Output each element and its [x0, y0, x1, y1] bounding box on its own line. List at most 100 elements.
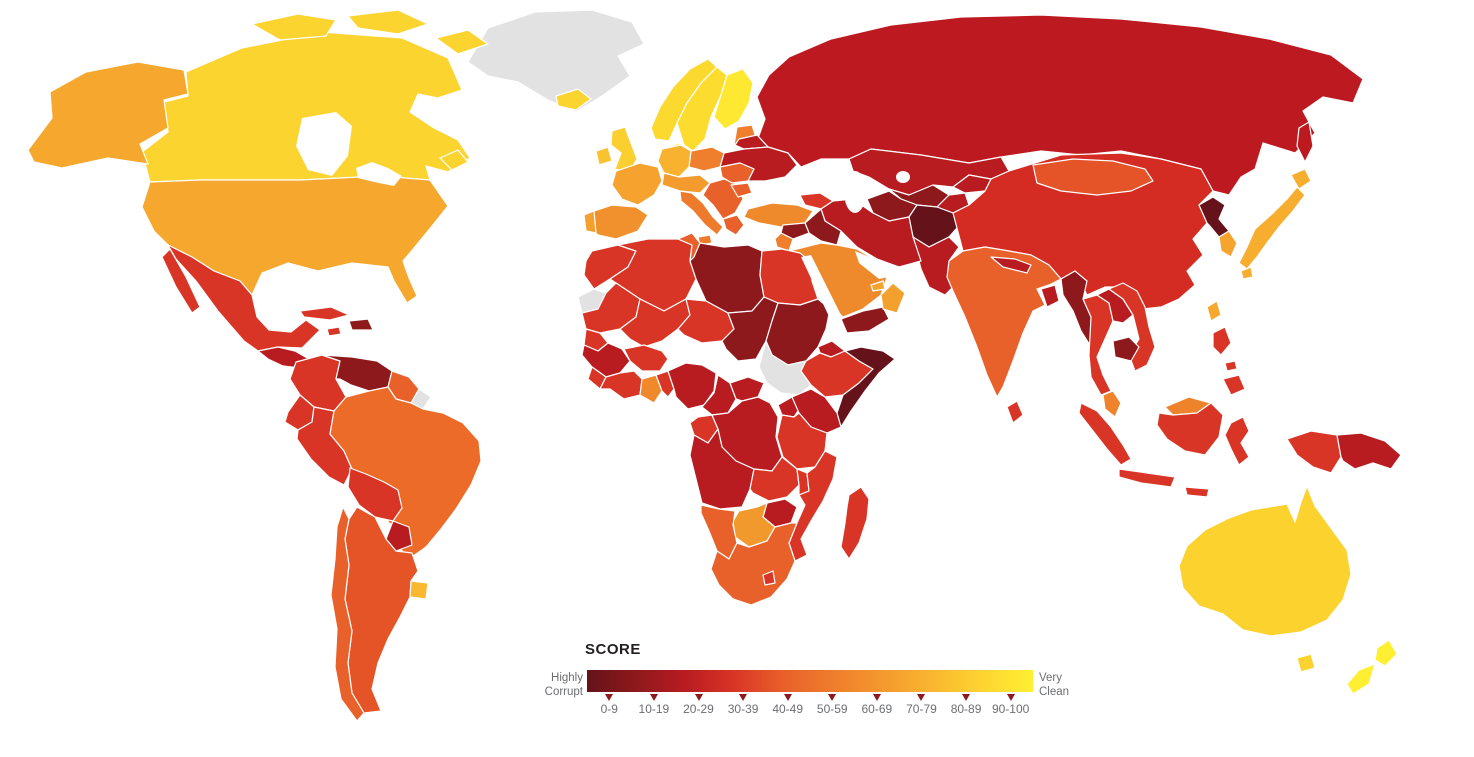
country-mozambique[interactable] — [788, 450, 838, 562]
legend-tick — [917, 694, 925, 701]
legend-tick — [739, 694, 747, 701]
country-uae-qatar[interactable] — [870, 280, 886, 292]
legend-ticks — [605, 694, 1015, 701]
country-oman[interactable] — [880, 282, 906, 314]
aral-sea-water — [896, 171, 910, 183]
legend-tick — [962, 694, 970, 701]
country-bulgaria[interactable] — [730, 182, 753, 198]
country-greenland[interactable] — [467, 9, 645, 113]
country-zambia[interactable] — [749, 456, 800, 502]
caspian-sea-water — [844, 171, 866, 213]
country-namibia[interactable] — [700, 504, 738, 560]
country-usa-alaska[interactable] — [27, 61, 189, 169]
country-uruguay[interactable] — [409, 580, 429, 600]
country-romania[interactable] — [719, 162, 755, 184]
country-mongolia[interactable] — [1032, 158, 1154, 196]
legend-bucket-label: 40-49 — [772, 702, 804, 716]
country-guinea[interactable] — [581, 342, 631, 378]
legend-bucket-labels: 0-9 10-19 20-29 30-39 40-49 50-59 60-69 … — [587, 702, 1033, 716]
country-sri-lanka[interactable] — [1006, 400, 1024, 424]
country-togo-benin[interactable] — [655, 370, 675, 398]
country-lesotho[interactable] — [762, 570, 776, 586]
map-legend: SCORE Highly Corrupt — [538, 641, 1098, 716]
legend-bucket-label: 60-69 — [861, 702, 893, 716]
country-somalia[interactable] — [836, 346, 896, 428]
country-mexico[interactable] — [161, 244, 321, 352]
great-lakes-water — [356, 162, 402, 186]
country-paraguay[interactable] — [385, 520, 413, 552]
country-south-korea[interactable] — [1218, 230, 1238, 258]
legend-tick — [828, 694, 836, 701]
legend-tick — [873, 694, 881, 701]
legend-tick — [695, 694, 703, 701]
country-chile[interactable] — [330, 506, 365, 722]
country-japan[interactable] — [1238, 168, 1312, 280]
country-chad[interactable] — [721, 296, 779, 362]
country-tasmania[interactable] — [1296, 653, 1316, 673]
country-finland[interactable] — [713, 68, 754, 130]
country-greece[interactable] — [722, 214, 745, 236]
legend-tick — [605, 694, 613, 701]
legend-tick — [650, 694, 658, 701]
legend-right-line2: Clean — [1039, 686, 1070, 699]
legend-title: SCORE — [585, 641, 641, 658]
legend-bucket-label: 50-59 — [816, 702, 848, 716]
legend-left-line2: Corrupt — [544, 686, 583, 699]
country-canada-arctic-islands[interactable] — [251, 9, 489, 171]
country-madagascar[interactable] — [840, 486, 870, 560]
legend-label-very-clean: Very Clean — [1033, 670, 1084, 700]
country-new-zealand[interactable] — [1346, 639, 1398, 695]
persian-gulf-water — [855, 251, 889, 279]
countries-layer — [27, 9, 1402, 722]
country-papua-new-guinea[interactable] — [1336, 432, 1402, 470]
country-iceland[interactable] — [555, 88, 592, 111]
country-taiwan[interactable] — [1206, 300, 1222, 322]
legend-gradient-bar — [587, 670, 1033, 692]
country-indonesia[interactable] — [1078, 402, 1342, 498]
country-poland[interactable] — [688, 146, 725, 172]
black-sea-water — [761, 183, 801, 203]
country-portugal[interactable] — [583, 210, 597, 234]
country-iraq[interactable] — [804, 208, 842, 246]
country-india[interactable] — [946, 246, 1062, 398]
country-ghana[interactable] — [639, 374, 663, 404]
country-bolivia[interactable] — [347, 467, 403, 522]
country-burkina-faso[interactable] — [623, 344, 669, 372]
legend-gradient-rect — [587, 670, 1033, 692]
legend-bucket-label: 70-79 — [906, 702, 937, 716]
country-australia[interactable] — [1178, 485, 1352, 637]
legend-tick — [784, 694, 792, 701]
country-jamaica[interactable] — [326, 326, 342, 337]
country-sudan[interactable] — [765, 298, 831, 366]
country-bangladesh[interactable] — [1040, 284, 1060, 308]
legend-label-highly-corrupt: Highly Corrupt — [538, 670, 587, 700]
water-layer — [296, 112, 910, 325]
country-russia-sakhalin[interactable] — [1296, 121, 1314, 163]
country-nepal[interactable] — [990, 256, 1032, 274]
country-vietnam[interactable] — [1108, 282, 1156, 372]
country-ireland[interactable] — [595, 146, 613, 166]
red-sea-water — [801, 255, 843, 325]
country-central-europe[interactable] — [661, 172, 711, 194]
legend-bar-block: 0-9 10-19 20-29 30-39 40-49 50-59 60-69 … — [587, 670, 1033, 716]
legend-left-line1: Highly — [551, 672, 583, 684]
legend-bucket-label: 20-29 — [683, 702, 714, 716]
legend-right-line1: Very — [1039, 672, 1063, 684]
country-yemen[interactable] — [840, 306, 890, 334]
country-thailand[interactable] — [1082, 294, 1114, 396]
country-niger[interactable] — [677, 298, 735, 344]
country-cuba[interactable] — [299, 306, 350, 321]
country-mali[interactable] — [619, 298, 691, 348]
legend-bucket-label: 30-39 — [727, 702, 759, 716]
legend-bucket-label: 90-100 — [991, 702, 1030, 716]
country-germany[interactable] — [657, 144, 692, 178]
legend-bucket-label: 0-9 — [600, 702, 618, 716]
country-philippines[interactable] — [1212, 326, 1246, 396]
country-hispaniola[interactable] — [348, 318, 374, 331]
country-syria[interactable] — [780, 222, 810, 240]
country-cambodia[interactable] — [1112, 336, 1140, 362]
country-south-africa[interactable] — [710, 522, 798, 606]
country-france[interactable] — [611, 162, 663, 206]
